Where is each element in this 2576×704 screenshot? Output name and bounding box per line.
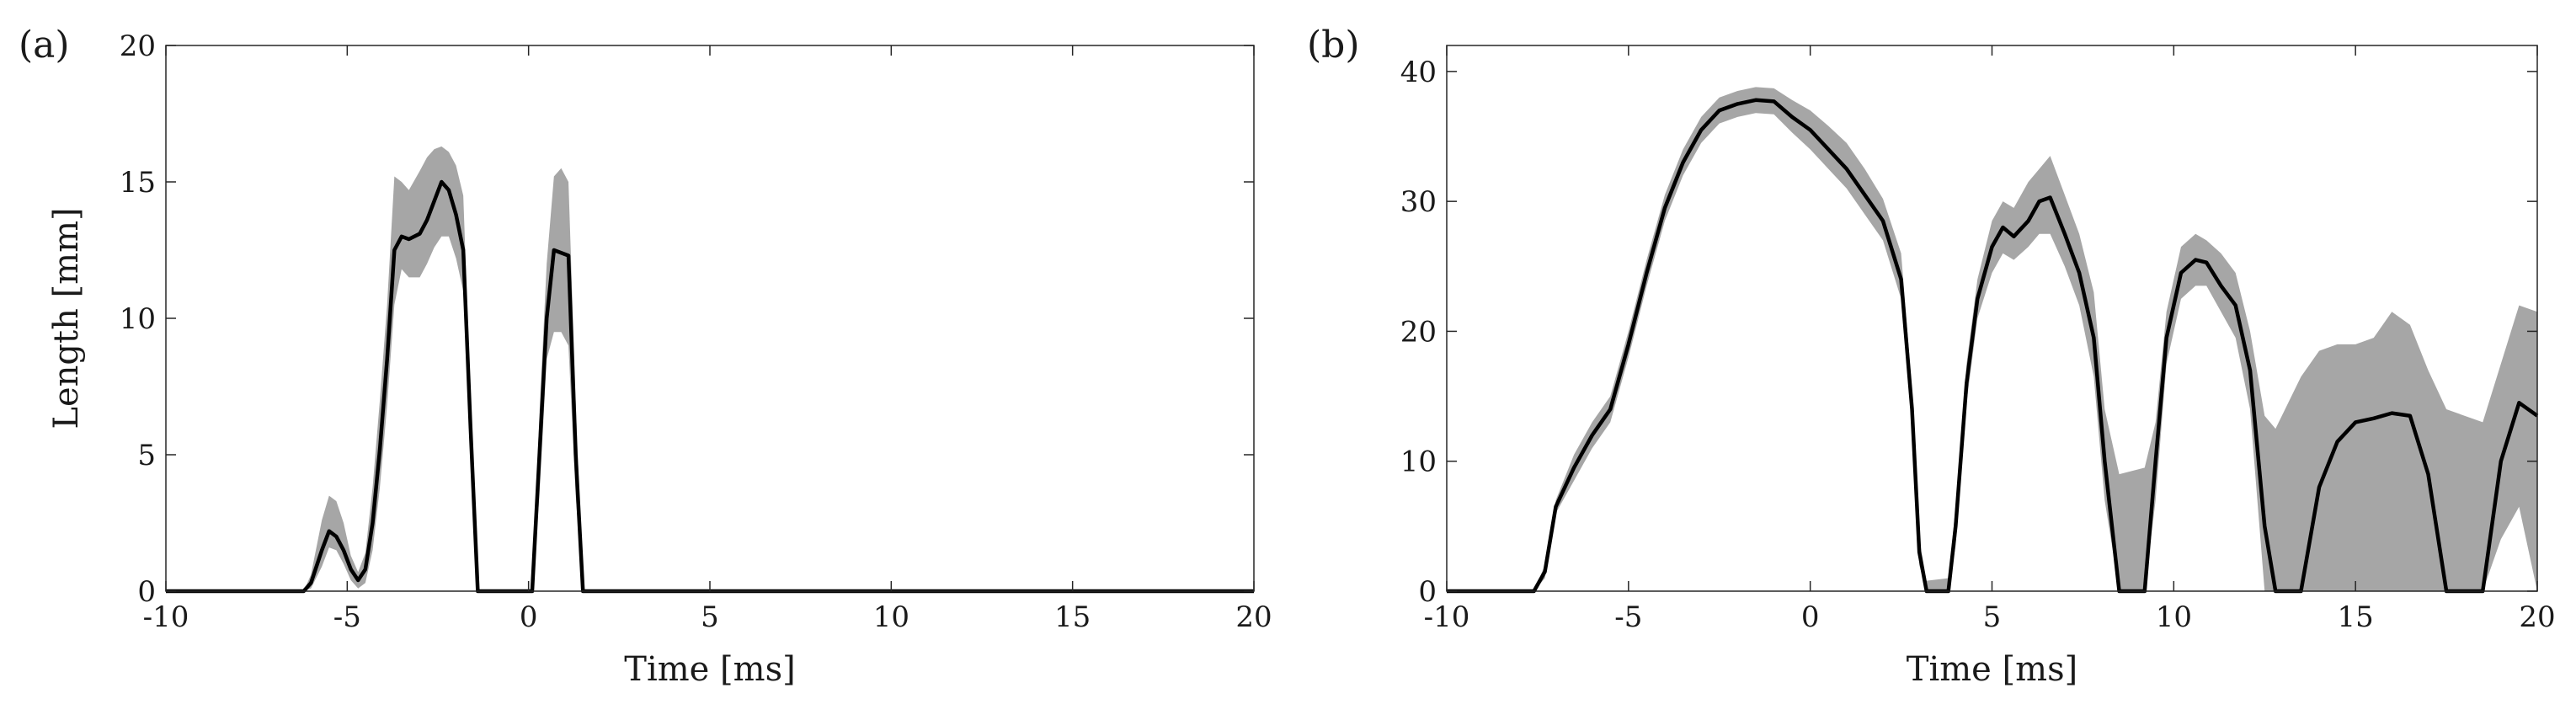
mean-line [1447, 98, 2539, 594]
panel-b: -10 -5 0 5 10 15 20 0 10 20 30 40 Time [ms] (b) [1307, 24, 2556, 689]
x-tick-label: 15 [2338, 600, 2374, 634]
x-tick-label: 10 [2156, 600, 2192, 634]
panel-a: -10 -5 0 5 10 15 20 0 5 10 15 20 Time [ms] Length [mm… [19, 24, 1272, 689]
y-axis-title: Length [mm] [47, 207, 86, 429]
x-tick-label: -10 [1424, 600, 1470, 634]
y-tick-label: 10 [120, 302, 156, 336]
x-tick-label: 20 [2519, 600, 2555, 634]
y-tick-label: 30 [1400, 185, 1437, 219]
x-tick-label: 5 [1983, 600, 2002, 634]
x-tick-label: 10 [873, 600, 909, 634]
x-tick-label: 15 [1054, 600, 1091, 634]
x-tick-label: -10 [143, 600, 189, 634]
uncertainty-band [166, 146, 1254, 591]
x-axis-title: Time [ms] [624, 650, 795, 689]
x-tick-label: -5 [333, 600, 361, 634]
y-tick-label: 5 [137, 439, 156, 472]
y-tick-label: 15 [120, 166, 156, 200]
x-tick-label: 0 [1801, 600, 1820, 634]
y-tick-label: 40 [1400, 56, 1437, 89]
panel-label: (a) [19, 24, 70, 67]
y-tick-label: 0 [1418, 575, 1437, 609]
mean-line [166, 179, 1254, 594]
y-tick-label: 10 [1400, 445, 1437, 479]
y-tick-label: 20 [1400, 315, 1437, 349]
x-tick-label: -5 [1614, 600, 1642, 634]
x-axis-title: Time [ms] [1907, 650, 2077, 689]
x-tick-label: 5 [701, 600, 719, 634]
y-tick-label: 20 [120, 29, 156, 63]
panel-label: (b) [1307, 24, 1360, 67]
x-tick-label: 0 [520, 600, 538, 634]
uncertainty-band [1447, 87, 2537, 591]
y-tick-label: 0 [137, 575, 156, 609]
x-tick-label: 20 [1235, 600, 1272, 634]
